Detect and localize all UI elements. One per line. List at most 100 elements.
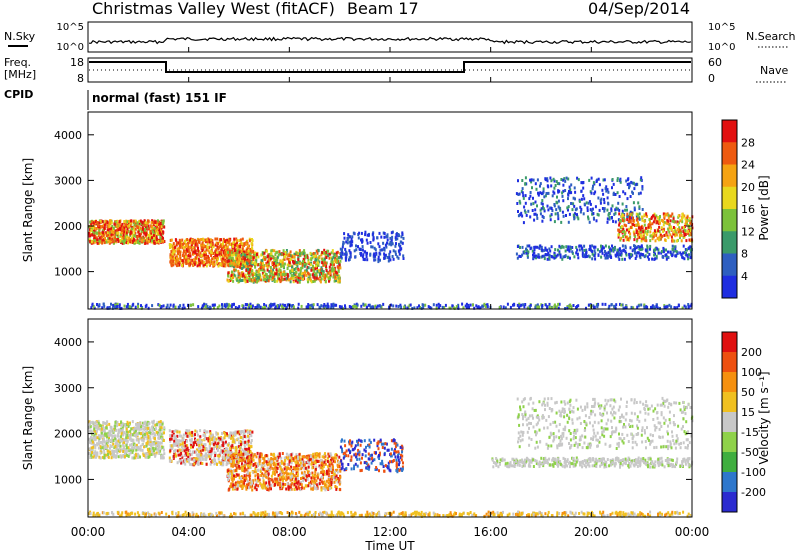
echo-cell [193, 262, 196, 266]
echo-cell [553, 191, 556, 195]
echo-cell [116, 302, 119, 306]
echo-cell [289, 250, 292, 254]
echo-cell [106, 231, 109, 235]
echo-cell [380, 235, 383, 239]
echo-cell [231, 242, 233, 246]
echo-cell [573, 255, 576, 259]
echo-cell [243, 278, 246, 282]
echo-cell [261, 268, 264, 272]
echo-cell [284, 252, 287, 256]
echo-cell [649, 234, 652, 238]
echo-cell [649, 220, 651, 224]
echo-cell [588, 248, 591, 251]
echo-cell [151, 425, 154, 429]
echo-cell [557, 189, 560, 193]
echo-cell [383, 232, 386, 235]
echo-cell [608, 247, 611, 251]
echo-cell [168, 306, 171, 310]
date-label: 04/Sep/2014 [588, 0, 690, 18]
echo-cell [653, 229, 656, 233]
echo-cell [154, 447, 157, 451]
echo-cell [265, 304, 268, 308]
echo-cell [519, 213, 521, 217]
echo-cell [621, 225, 623, 229]
echo-cell [573, 217, 576, 221]
echo-cell [221, 254, 224, 258]
echo-cell [137, 445, 140, 449]
echo-cell [467, 303, 470, 307]
echo-cell [662, 227, 665, 231]
echo-cell [315, 276, 318, 280]
echo-cell [270, 249, 273, 253]
echo-cell [207, 449, 209, 453]
echo-cell [386, 255, 389, 259]
echo-cell [180, 240, 183, 244]
echo-cell [246, 255, 249, 259]
echo-cell [218, 304, 221, 308]
echo-cell [108, 422, 111, 426]
echo-cell [673, 232, 676, 236]
echo-cell [521, 245, 524, 249]
echo-cell [383, 254, 386, 258]
echo-cell [105, 453, 107, 457]
echo-cell [263, 269, 266, 273]
echo-cell [581, 247, 584, 251]
echo-cell [186, 238, 189, 241]
echo-cell [247, 244, 250, 248]
echo-cell [588, 200, 591, 204]
echo-cell [97, 442, 100, 446]
echo-cell [636, 305, 639, 309]
echo-cell [302, 271, 305, 275]
echo-cell [567, 177, 570, 181]
echo-cell [146, 225, 149, 229]
echo-cell [396, 255, 399, 259]
echo-cell [689, 229, 691, 233]
echo-cell [165, 306, 168, 310]
echo-cell [395, 233, 398, 237]
echo-cell [614, 208, 617, 212]
echo-cell [638, 206, 641, 210]
echo-cell [334, 254, 337, 258]
echo-cell [193, 258, 196, 262]
echo-cell [362, 257, 365, 261]
echo-cell [97, 419, 100, 423]
echo-cell [140, 432, 143, 435]
echo-cell [178, 306, 181, 310]
echo-cell [543, 209, 546, 213]
echo-cell [671, 219, 674, 223]
echo-cell [135, 432, 138, 436]
echo-cell [216, 306, 219, 310]
echo-cell [560, 178, 563, 181]
echo-cell [325, 269, 328, 272]
echo-cell [687, 303, 690, 306]
echo-cell [283, 257, 286, 261]
echo-cell [523, 209, 526, 213]
echo-cell [580, 244, 583, 248]
echo-cell [665, 248, 667, 252]
echo-cell [207, 249, 210, 253]
echo-cell [305, 305, 308, 309]
echo-cell [348, 258, 351, 261]
echo-cell [664, 238, 667, 242]
echo-cell [374, 254, 377, 258]
echo-cell [88, 231, 90, 235]
cpid-text: normal (fast) 151 IF [92, 91, 227, 105]
echo-cell [353, 304, 356, 308]
echo-cell [680, 233, 683, 237]
echo-cell [343, 232, 346, 236]
echo-cell [206, 238, 209, 242]
echo-cell [621, 202, 624, 206]
echo-cell [138, 234, 141, 238]
echo-cell [533, 212, 536, 216]
echo-cell [90, 228, 93, 232]
echo-cell [574, 190, 577, 194]
echo-cell [227, 252, 230, 256]
echo-cell [93, 429, 96, 433]
echo-cell [256, 253, 258, 256]
echo-cell [145, 442, 148, 445]
echo-cell [244, 306, 247, 310]
echo-cell [91, 302, 94, 306]
echo-cell [316, 251, 319, 255]
echo-cell [318, 305, 321, 309]
echo-cell [163, 452, 166, 456]
